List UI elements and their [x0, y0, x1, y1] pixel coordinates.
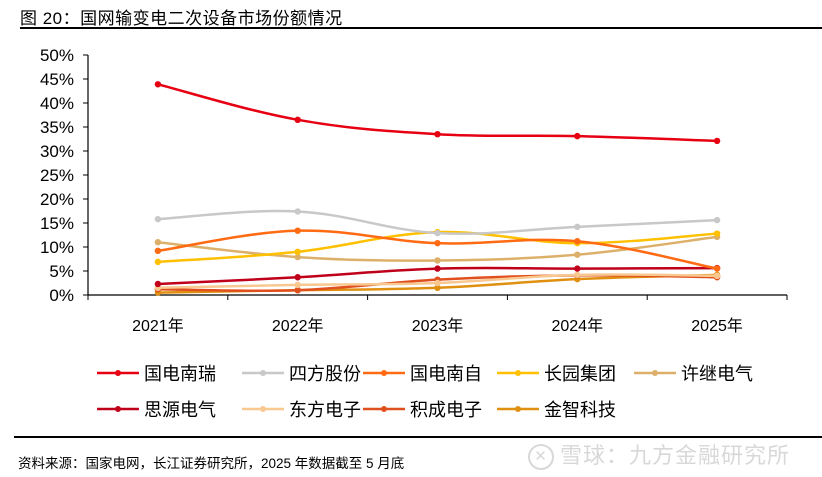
data-point: [713, 216, 721, 224]
data-point: [154, 247, 162, 255]
x-tick-label: 2022年: [272, 317, 324, 335]
legend-item: 长园集团: [497, 364, 616, 384]
line-chart: 0%5%10%15%20%25%30%35%40%45%50% 2021年 202…: [40, 46, 788, 420]
data-point: [713, 272, 721, 279]
series-lines: [154, 81, 721, 296]
legend-item: 东方电子: [242, 400, 361, 420]
x-tick-label: 2024年: [551, 317, 603, 335]
data-point: [294, 281, 301, 289]
legend-item: 金智科技: [497, 400, 616, 420]
legend-item: 国电南自: [363, 364, 482, 384]
legend-item: 积成电子: [363, 400, 482, 420]
data-point: [574, 223, 581, 231]
data-point: [574, 271, 581, 279]
data-point: [294, 227, 301, 234]
data-point: [294, 287, 301, 294]
legend-marker: [515, 370, 521, 376]
data-point: [434, 239, 441, 247]
data-point: [574, 251, 581, 258]
data-point: [713, 137, 721, 145]
legend-item: 许继电气: [634, 364, 753, 384]
legend-marker: [115, 406, 121, 412]
y-tick-label: 0%: [49, 286, 74, 305]
data-point: [154, 258, 162, 266]
legend-marker: [381, 406, 387, 412]
data-point: [294, 274, 301, 281]
y-tick-label: 20%: [40, 190, 74, 209]
data-point: [294, 116, 301, 124]
data-point: [154, 280, 162, 288]
legend-label: 长园集团: [544, 364, 616, 384]
data-point: [434, 257, 441, 264]
data-point: [434, 131, 441, 138]
legend-marker: [515, 406, 521, 412]
legend-label: 金智科技: [544, 400, 616, 420]
data-point: [154, 81, 162, 88]
title-rule: [20, 27, 822, 29]
y-tick-label: 40%: [40, 94, 74, 113]
series-四方股份: [154, 208, 721, 237]
legend-marker: [115, 370, 121, 376]
x-tick-label: 2023年: [412, 317, 464, 335]
y-tick-label: 35%: [40, 118, 74, 137]
y-tick-label: 50%: [40, 46, 74, 65]
legend-item: 思源电气: [97, 400, 216, 420]
data-point: [713, 230, 721, 237]
legend-item: 四方股份: [242, 364, 361, 384]
legend-label: 四方股份: [289, 364, 361, 384]
y-axis-ticks: 0% 5% 10% 15% 20% 25% 30% 35% 40% 45% 50%: [40, 46, 88, 305]
legend-marker: [260, 406, 266, 412]
footer-rule: [14, 436, 822, 438]
data-point: [434, 229, 441, 237]
legend-marker: [652, 370, 658, 376]
data-point: [294, 248, 301, 255]
legend-label: 积成电子: [410, 400, 482, 420]
watermark-text: 雪球：九方金融研究所: [560, 443, 791, 468]
y-tick-label: 25%: [40, 166, 74, 185]
data-point: [574, 238, 581, 245]
figure-title: 图 20：国网输变电二次设备市场份额情况: [20, 9, 343, 28]
y-tick-label: 45%: [40, 70, 74, 89]
series-许继电气: [154, 233, 721, 264]
xueqiu-logo-icon: ✕: [528, 444, 554, 470]
data-point: [294, 253, 301, 261]
x-axis-ticks: 2021年 2022年 2023年 2024年 2025年: [87, 295, 788, 335]
series-国电南自: [154, 227, 721, 272]
legend-label: 许继电气: [681, 364, 753, 384]
y-tick-label: 30%: [40, 142, 74, 161]
data-point: [574, 265, 581, 272]
y-tick-label: 10%: [40, 238, 74, 257]
legend-marker: [381, 370, 387, 376]
x-tick-label: 2021年: [132, 317, 184, 335]
legend-marker: [260, 370, 266, 376]
watermark: ✕ 雪球：九方金融研究所: [528, 438, 790, 470]
y-tick-label: 5%: [49, 262, 74, 281]
data-point: [294, 208, 301, 215]
data-point: [713, 265, 721, 272]
data-point: [434, 279, 441, 287]
legend-label: 东方电子: [289, 400, 361, 420]
source-note: 资料来源：国家电网，长江证券研究所，2025 年数据截至 5 月底: [18, 456, 405, 471]
legend-item: 国电南瑞: [97, 364, 216, 384]
data-point: [434, 265, 441, 272]
y-tick-label: 15%: [40, 214, 74, 233]
data-point: [574, 132, 581, 140]
legend-label: 思源电气: [144, 400, 216, 420]
series-国电南瑞: [154, 81, 721, 145]
data-point: [434, 284, 441, 291]
x-tick-label: 2025年: [691, 317, 743, 335]
legend-label: 国电南瑞: [144, 364, 216, 384]
data-point: [154, 239, 162, 246]
data-point: [154, 215, 162, 223]
legend-label: 国电南自: [410, 364, 482, 384]
